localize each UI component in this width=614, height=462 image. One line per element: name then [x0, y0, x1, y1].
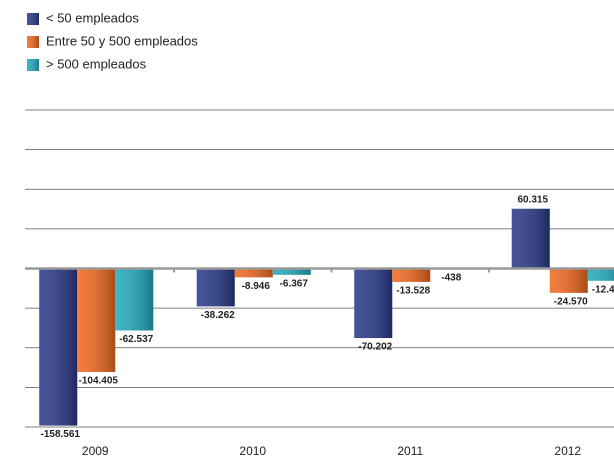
bar-shade	[39, 268, 78, 426]
value-label: -438	[441, 273, 461, 284]
value-label: -158.561	[41, 429, 81, 440]
legend-label: < 50 empleados	[46, 10, 139, 25]
legend-swatch-shade	[27, 13, 39, 25]
x-tick-label: 2009	[82, 444, 109, 458]
bar-shade	[272, 268, 311, 275]
value-label: -38.262	[201, 310, 235, 321]
x-tick-label: 2012	[554, 444, 581, 458]
x-tick-label: 2011	[397, 444, 423, 458]
bar-shade	[115, 268, 154, 331]
value-label: -8.946	[242, 281, 271, 292]
value-label: -24.570	[554, 296, 588, 307]
bar-shade	[196, 268, 235, 307]
bar-shade	[392, 268, 431, 282]
bar-shade	[511, 208, 550, 269]
bar-shade	[549, 268, 588, 293]
value-label: -62.537	[119, 334, 153, 345]
value-label: -70.202	[358, 342, 392, 353]
bar-shade	[354, 268, 393, 339]
legend-swatch-shade	[27, 36, 39, 48]
value-label: 60.315	[517, 194, 548, 205]
legend-label: > 500 empleados	[46, 56, 147, 71]
value-label: -13.528	[396, 286, 430, 297]
legend-label: Entre 50 y 500 empleados	[46, 33, 198, 48]
bar-shade	[77, 268, 116, 372]
bar-shade	[587, 268, 614, 281]
x-tick-label: 2010	[239, 444, 266, 458]
value-label: -104.405	[79, 376, 119, 387]
legend-swatch-shade	[27, 59, 39, 71]
value-label: -12.400	[592, 284, 614, 295]
value-label: -6.367	[280, 278, 309, 289]
bar-shade	[234, 268, 273, 278]
